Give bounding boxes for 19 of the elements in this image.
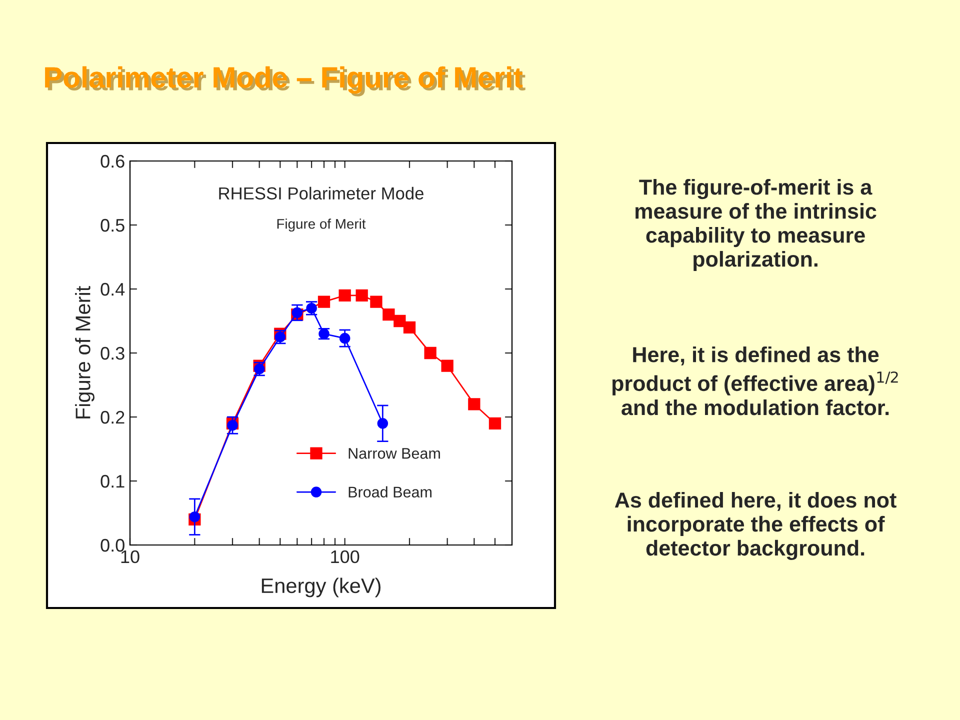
y-tick-label: 0.4 [100,282,125,296]
y-axis-title: Figure of Merit [75,286,94,418]
text: As defined here, it does not incorporate the effects of detector background. [614,492,896,560]
text: The figure-of-merit is a measure of the intrinsic capability to measure polarization. [636,178,876,272]
x-axis-title: Energy (keV) [262,578,380,598]
x-tick-label: 10 [121,550,140,564]
legend-label: Narrow Beam [348,448,440,459]
y-tick-label: 0.0 [100,538,124,552]
y-tick-label: 0.6 [100,154,124,168]
x-tick-label: 100 [331,550,360,564]
chart-title: Polarimeter Mode – Figure of Merit [45,66,526,96]
annotation: RHESSI Polarimeter Mode [219,186,424,200]
y-tick-label: 0.1 [100,474,124,488]
text: Here, it is defined as the product of (effective area)$^{1/2}$ and the modulation factor. [612,346,898,416]
y-tick-label: 0.3 [100,346,124,360]
legend-label: Broad Beam [348,486,432,498]
y-tick-label: 0.5 [100,218,124,232]
y-tick-label: 0.2 [100,410,124,424]
annotation: Figure of Merit [277,218,366,232]
